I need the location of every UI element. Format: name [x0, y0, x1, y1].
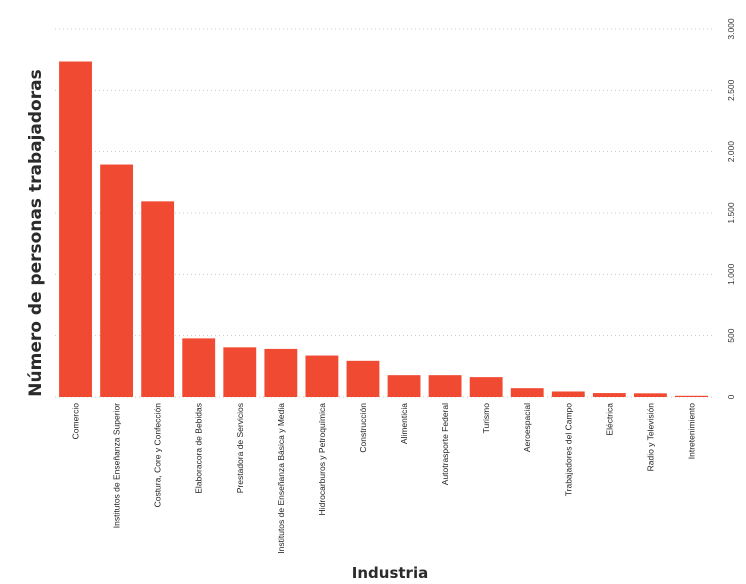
- bar: [182, 338, 216, 397]
- bar: [264, 348, 298, 397]
- bar: [675, 395, 708, 397]
- bar: [387, 375, 421, 397]
- bar: [305, 355, 339, 397]
- x-category-label: Aeroespacial: [522, 403, 532, 452]
- y-tick-label: 3.000: [726, 18, 736, 40]
- y-tick-label: 1.500: [726, 202, 736, 224]
- x-category-label: Autotrasporte Federal: [440, 403, 450, 485]
- x-category-label: Radio y Televisión: [645, 403, 655, 472]
- y-tick-label: 500: [726, 328, 736, 342]
- bar: [551, 391, 585, 397]
- bar: [428, 375, 462, 397]
- bar: [510, 388, 544, 397]
- y-axis-ticks: 0 500 1.000 1.500 2.000 2.500 3.000: [726, 18, 736, 399]
- bar: [469, 377, 503, 397]
- x-category-label: Hidrocarburos y Petroquímica: [317, 403, 327, 516]
- y-tick-label: 2.500: [726, 79, 736, 101]
- x-category-label: Eléctrica: [604, 403, 614, 436]
- bar: [59, 61, 92, 398]
- x-category-label: Elaboracora de Bebidas: [194, 403, 204, 494]
- bar: [223, 347, 257, 397]
- x-category-label: Trabajadores del Campo: [563, 403, 573, 497]
- y-axis-title: Número de personas trabajadoras: [26, 69, 46, 396]
- bar: [592, 393, 626, 397]
- x-axis-title: Industria: [352, 564, 428, 582]
- x-category-label: Turismo: [481, 403, 491, 434]
- y-tick-label: 1.000: [726, 263, 736, 285]
- y-tick-label: 0: [726, 394, 736, 399]
- bars: [59, 61, 708, 398]
- x-category-label: Prestadora de Servicios: [235, 403, 245, 493]
- x-category-label: Intretenimiento: [686, 403, 696, 459]
- bar: [346, 360, 380, 397]
- y-tick-label: 2.000: [726, 141, 736, 163]
- bar: [633, 393, 667, 397]
- x-category-label: Construcción: [358, 403, 368, 453]
- bar: [100, 164, 134, 397]
- x-category-label: Costura, Core y Confección: [153, 403, 163, 508]
- x-category-label: Comercio: [71, 403, 81, 440]
- x-category-label: Alimenticia: [399, 403, 409, 444]
- x-axis-category-labels: Comercio Institutos de Enseñanza Superior…: [71, 403, 697, 554]
- x-category-label: Institutos de Enseñanza Básica y Media: [276, 403, 286, 554]
- bar: [141, 201, 175, 397]
- x-category-label: Institutos de Enseñanza Superior: [112, 403, 122, 528]
- gridlines: [55, 28, 712, 398]
